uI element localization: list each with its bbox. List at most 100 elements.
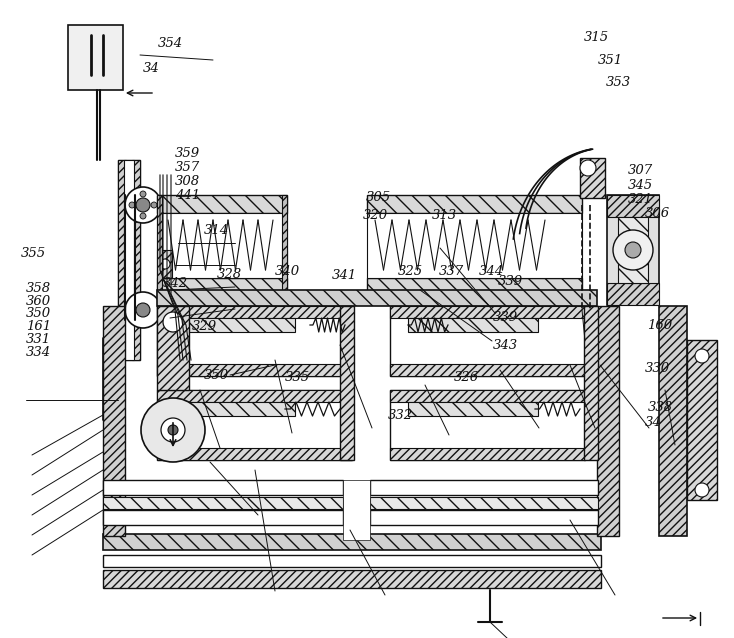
Circle shape xyxy=(161,418,185,442)
Text: 320: 320 xyxy=(363,209,388,222)
Bar xyxy=(68,25,123,90)
Text: 306: 306 xyxy=(644,207,669,220)
Bar xyxy=(687,340,717,500)
Bar xyxy=(103,555,601,567)
Bar xyxy=(340,306,354,460)
Text: 34: 34 xyxy=(143,63,160,75)
Circle shape xyxy=(580,160,596,176)
Text: 325: 325 xyxy=(398,265,423,278)
Text: 160: 160 xyxy=(647,319,672,332)
Bar xyxy=(157,390,352,402)
Text: 328: 328 xyxy=(217,268,241,281)
Bar xyxy=(103,306,125,536)
Bar xyxy=(132,160,140,360)
Bar xyxy=(390,306,585,318)
Bar xyxy=(103,510,343,525)
Text: 340: 340 xyxy=(275,265,300,278)
Bar xyxy=(157,306,189,390)
Bar xyxy=(157,306,352,318)
Bar xyxy=(597,306,619,536)
Text: 351: 351 xyxy=(598,54,623,67)
Circle shape xyxy=(140,213,146,219)
Text: 357: 357 xyxy=(175,161,200,174)
Bar xyxy=(390,364,585,376)
Text: 354: 354 xyxy=(158,37,183,50)
Bar xyxy=(157,364,352,376)
Bar xyxy=(103,570,601,588)
Bar xyxy=(157,195,287,213)
Bar xyxy=(157,448,352,460)
Text: 34: 34 xyxy=(644,416,661,429)
Text: 314: 314 xyxy=(204,225,229,237)
Text: 350: 350 xyxy=(26,308,51,320)
Circle shape xyxy=(125,187,161,223)
Bar xyxy=(370,497,598,509)
Circle shape xyxy=(141,398,205,462)
Bar xyxy=(607,195,659,217)
Text: 341: 341 xyxy=(332,269,357,282)
Bar xyxy=(580,158,605,198)
Text: 360: 360 xyxy=(26,295,51,308)
Bar xyxy=(282,250,287,265)
Text: 359: 359 xyxy=(175,147,200,160)
Text: 305: 305 xyxy=(366,191,390,204)
Bar xyxy=(408,402,538,416)
Circle shape xyxy=(140,191,146,197)
Bar xyxy=(282,195,287,291)
Circle shape xyxy=(625,242,641,258)
Text: 330: 330 xyxy=(644,362,669,375)
Bar xyxy=(370,510,598,525)
Text: 335: 335 xyxy=(285,371,310,384)
Bar xyxy=(343,480,370,540)
Circle shape xyxy=(129,202,135,208)
Bar xyxy=(103,338,121,358)
Text: 321: 321 xyxy=(628,193,653,205)
Bar xyxy=(157,306,352,376)
Circle shape xyxy=(163,312,183,332)
Bar xyxy=(157,250,172,278)
Bar xyxy=(618,217,648,283)
Bar xyxy=(103,534,601,550)
Bar xyxy=(157,213,287,278)
Text: 332: 332 xyxy=(388,410,413,422)
Circle shape xyxy=(151,202,157,208)
Bar xyxy=(175,318,295,332)
Bar xyxy=(175,402,295,416)
Text: 342: 342 xyxy=(163,278,188,290)
Text: 315: 315 xyxy=(584,31,608,43)
Bar xyxy=(124,160,134,360)
Bar xyxy=(390,390,585,402)
Text: 307: 307 xyxy=(628,165,653,177)
Text: 326: 326 xyxy=(454,371,479,384)
Circle shape xyxy=(125,292,161,328)
Circle shape xyxy=(160,259,170,269)
Bar xyxy=(118,160,126,360)
Bar xyxy=(408,318,538,332)
Bar xyxy=(659,306,687,536)
Text: 329: 329 xyxy=(192,320,217,333)
Text: 344: 344 xyxy=(479,265,504,278)
Bar xyxy=(367,213,582,278)
Bar xyxy=(157,195,162,291)
Circle shape xyxy=(695,483,709,497)
Bar xyxy=(103,497,343,509)
Bar xyxy=(607,283,659,305)
Bar xyxy=(103,480,343,495)
Text: 338: 338 xyxy=(647,401,672,413)
Bar xyxy=(390,448,585,460)
Text: 337: 337 xyxy=(439,265,464,278)
Text: 441: 441 xyxy=(175,189,200,202)
Circle shape xyxy=(136,198,150,212)
Text: 345: 345 xyxy=(628,179,653,191)
Bar xyxy=(607,195,659,305)
Text: 339: 339 xyxy=(493,311,518,324)
Bar xyxy=(584,306,598,460)
Bar xyxy=(367,278,582,296)
Circle shape xyxy=(695,349,709,363)
Bar xyxy=(118,160,140,360)
Text: 350: 350 xyxy=(204,369,229,382)
Bar xyxy=(370,480,598,495)
Text: 355: 355 xyxy=(21,248,46,260)
Bar xyxy=(157,278,287,296)
Text: 308: 308 xyxy=(175,175,200,188)
